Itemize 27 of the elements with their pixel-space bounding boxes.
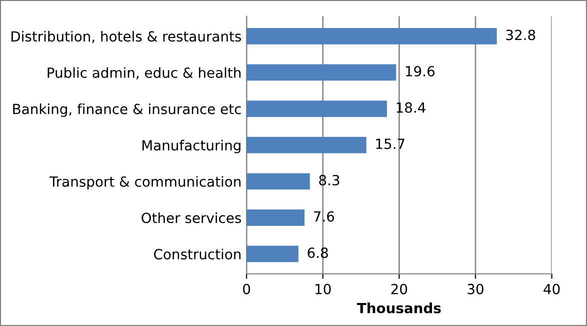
data-label: 32.8: [506, 30, 536, 40]
x-tick-label: 40: [544, 284, 560, 294]
data-label: 15.7: [376, 138, 404, 150]
bar: [246, 28, 497, 44]
bar: [246, 173, 310, 190]
y-tick-label: Other services: [142, 212, 241, 224]
data-label: 18.4: [396, 102, 426, 113]
x-tick-label: 10: [316, 284, 331, 294]
x-tick-label: 30: [468, 284, 484, 294]
x-tick-label: 0: [243, 284, 250, 294]
bar: [246, 136, 366, 154]
data-label: 8.3: [319, 174, 340, 186]
bar: [246, 100, 387, 117]
data-label: 6.8: [308, 247, 328, 258]
bar: [246, 64, 396, 81]
x-tick-label: 20: [391, 284, 408, 294]
data-label: 19.6: [406, 66, 434, 76]
y-tick-label: Banking, finance & insurance etc: [13, 103, 241, 117]
y-tick-label: Manufacturing: [142, 140, 240, 154]
y-tick-label: Transport & communication: [49, 176, 241, 190]
y-tick-label: Distribution, hotels & restaurants: [12, 30, 242, 44]
data-label: 7.6: [314, 211, 334, 222]
y-tick-label: Construction: [154, 248, 240, 260]
y-tick-label: Public admin, educ & health: [48, 67, 240, 80]
bar: [246, 246, 298, 262]
bar: [246, 210, 305, 226]
x-axis-title: Thousands: [356, 302, 441, 314]
